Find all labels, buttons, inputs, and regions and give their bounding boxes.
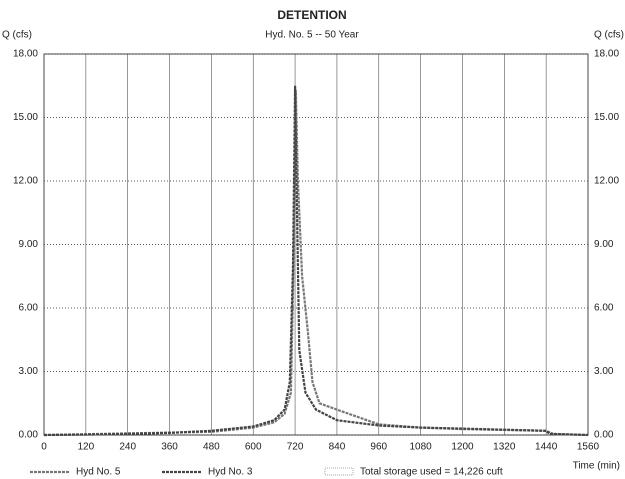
legend-label: Hyd No. 3 <box>208 467 253 478</box>
y-axis-label: Q (cfs) <box>2 30 32 41</box>
y-tick-label: 18.00 <box>13 49 38 60</box>
y2-tick-label: 0.00 <box>594 430 614 441</box>
x-tick-label: 1440 <box>535 442 558 453</box>
x-tick-label: 120 <box>78 442 95 453</box>
x-tick-label: 960 <box>370 442 387 453</box>
y-tick-label: 6.00 <box>19 303 39 314</box>
y-tick-label: 3.00 <box>19 366 39 377</box>
y2-tick-label: 15.00 <box>594 112 619 123</box>
x-tick-label: 1080 <box>409 442 432 453</box>
y2-tick-label: 6.00 <box>594 303 614 314</box>
x-tick-label: 1560 <box>577 442 600 453</box>
x-tick-label: 0 <box>41 442 47 453</box>
legend-label: Hyd No. 5 <box>76 467 121 478</box>
y2-axis-label: Q (cfs) <box>594 30 624 41</box>
chart-subtitle: Hyd. No. 5 -- 50 Year <box>265 30 359 41</box>
series-line <box>43 85 589 437</box>
x-tick-label: 840 <box>329 442 346 453</box>
y2-tick-label: 3.00 <box>594 366 614 377</box>
y2-tick-label: 18.00 <box>594 49 619 60</box>
x-tick-label: 360 <box>161 442 178 453</box>
x-tick-label: 600 <box>245 442 262 453</box>
x-tick-label: 1200 <box>451 442 474 453</box>
storage-swatch <box>324 467 354 476</box>
y-tick-label: 9.00 <box>19 239 39 250</box>
x-tick-label: 1320 <box>493 442 516 453</box>
x-tick-label: 240 <box>119 442 136 453</box>
y2-tick-label: 9.00 <box>594 239 614 250</box>
x-tick-label: 480 <box>203 442 220 453</box>
storage-annotation: Total storage used = 14,226 cuft <box>360 467 503 478</box>
x-tick-label: 720 <box>287 442 304 453</box>
y2-tick-label: 12.00 <box>594 176 619 187</box>
chart-title: DETENTION <box>277 8 346 22</box>
y-tick-label: 15.00 <box>13 112 38 123</box>
x-axis-label: Time (min) <box>573 461 620 472</box>
y-tick-label: 0.00 <box>19 430 39 441</box>
y-tick-label: 12.00 <box>13 176 38 187</box>
series-line <box>43 89 589 437</box>
